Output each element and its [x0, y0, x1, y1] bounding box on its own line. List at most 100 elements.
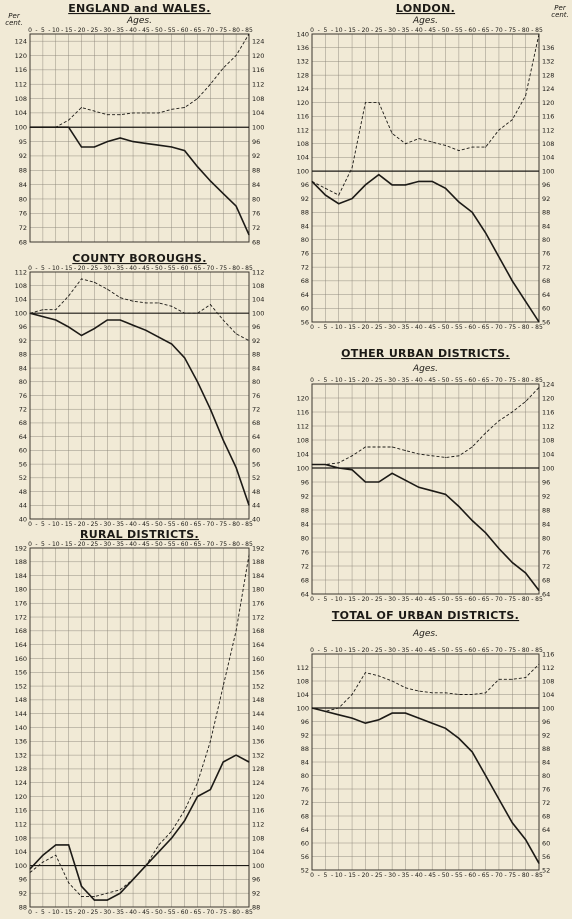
ytick-left: 128	[15, 765, 27, 773]
age-tick: 40	[415, 647, 423, 654]
dashed-point	[538, 33, 540, 35]
solid-point	[68, 844, 70, 846]
age-dash: -	[384, 872, 386, 879]
dashed-point	[171, 830, 173, 832]
solid-point	[196, 166, 199, 168]
age-tick: 50	[155, 265, 163, 272]
age-dash: -	[478, 377, 480, 384]
age-dash: -	[74, 27, 76, 34]
age-tick: 30	[103, 521, 111, 528]
age-dash: -	[241, 27, 243, 34]
solid-point	[444, 187, 447, 189]
dashed-point	[29, 126, 31, 128]
age-dash: -	[151, 27, 153, 34]
per-cent-label: Per	[554, 4, 567, 12]
age-dash: -	[177, 27, 179, 34]
dashed-point	[485, 692, 487, 694]
solid-point	[484, 532, 487, 534]
age-tick: 5	[41, 909, 45, 916]
ytick-left: 40	[19, 515, 27, 523]
age-dash: -	[505, 596, 507, 603]
age-tick: 45	[142, 521, 150, 528]
dashed-point	[338, 194, 340, 196]
age-tick: 70	[207, 541, 215, 548]
ytick-left: 84	[19, 364, 27, 372]
age-tick: 45	[428, 647, 436, 654]
solid-point	[525, 839, 527, 841]
age-dash: -	[371, 872, 373, 879]
age-tick: 5	[323, 596, 327, 603]
age-dash: -	[438, 377, 440, 384]
ytick-right: 108	[252, 95, 264, 103]
ytick-left: 96	[19, 323, 27, 331]
age-dash: -	[358, 596, 360, 603]
ytick-right: 184	[252, 572, 264, 580]
ytick-left: 92	[19, 152, 27, 160]
ytick-right: 100	[542, 167, 554, 175]
ytick-right: 84	[542, 222, 550, 230]
solid-point	[324, 194, 326, 196]
dashed-point	[184, 809, 186, 811]
age-dash: -	[203, 909, 205, 916]
age-dash: -	[451, 647, 453, 654]
age-dash: -	[216, 265, 218, 272]
age-dash: -	[371, 324, 373, 331]
solid-point	[538, 862, 540, 864]
age-dash: -	[451, 872, 453, 879]
ytick-left: 100	[15, 309, 27, 317]
ytick-right: 108	[542, 677, 554, 685]
ytick-left: 60	[301, 305, 309, 313]
solid-point	[404, 712, 407, 714]
age-dash: -	[384, 377, 386, 384]
age-tick: 65	[482, 596, 490, 603]
ytick-left: 44	[19, 502, 27, 510]
age-dash: -	[531, 872, 533, 879]
age-dash: -	[505, 324, 507, 331]
dashed-point	[158, 844, 160, 846]
age-tick: 5	[323, 377, 327, 384]
ytick-right: 120	[542, 394, 554, 402]
age-tick: 15	[65, 521, 73, 528]
age-tick: 45	[428, 596, 436, 603]
ytick-right: 56	[542, 853, 550, 861]
age-tick: 30	[103, 27, 111, 34]
ytick-right: 148	[252, 696, 264, 704]
ytick-right: 60	[542, 839, 550, 847]
age-tick: 55	[455, 872, 463, 879]
age-tick: 80	[522, 596, 530, 603]
age-dash: -	[464, 27, 466, 34]
dashed-series-line	[311, 33, 540, 196]
age-tick: 10	[52, 521, 60, 528]
ytick-left: 92	[19, 889, 27, 897]
age-dash: -	[190, 265, 192, 272]
age-tick: 25	[91, 909, 99, 916]
age-dash: -	[531, 377, 533, 384]
dashed-point	[145, 112, 147, 114]
ytick-right: 120	[542, 99, 554, 107]
age-dash: -	[190, 909, 192, 916]
solid-point	[119, 892, 121, 894]
solid-point	[80, 146, 83, 148]
ytick-left: 52	[19, 474, 27, 482]
solid-point	[525, 300, 527, 303]
age-tick: 65	[482, 872, 490, 879]
solid-point	[444, 727, 447, 729]
ytick-left: 88	[19, 903, 27, 911]
ytick-right: 136	[542, 44, 554, 52]
solid-point	[235, 466, 237, 469]
solid-series-line	[29, 312, 250, 506]
age-dash: -	[216, 541, 218, 548]
ytick-right: 84	[252, 181, 260, 189]
dashed-point	[196, 782, 198, 784]
age-tick: 50	[155, 541, 163, 548]
age-tick: 35	[402, 872, 410, 879]
age-tick: 20	[78, 541, 86, 548]
ytick-right: 96	[252, 323, 260, 331]
ytick-left: 96	[19, 876, 27, 884]
ytick-left: 68	[19, 419, 27, 427]
dashed-point	[81, 896, 83, 898]
age-dash: -	[216, 521, 218, 528]
ytick-left: 84	[301, 222, 309, 230]
ytick-left: 148	[15, 696, 27, 704]
